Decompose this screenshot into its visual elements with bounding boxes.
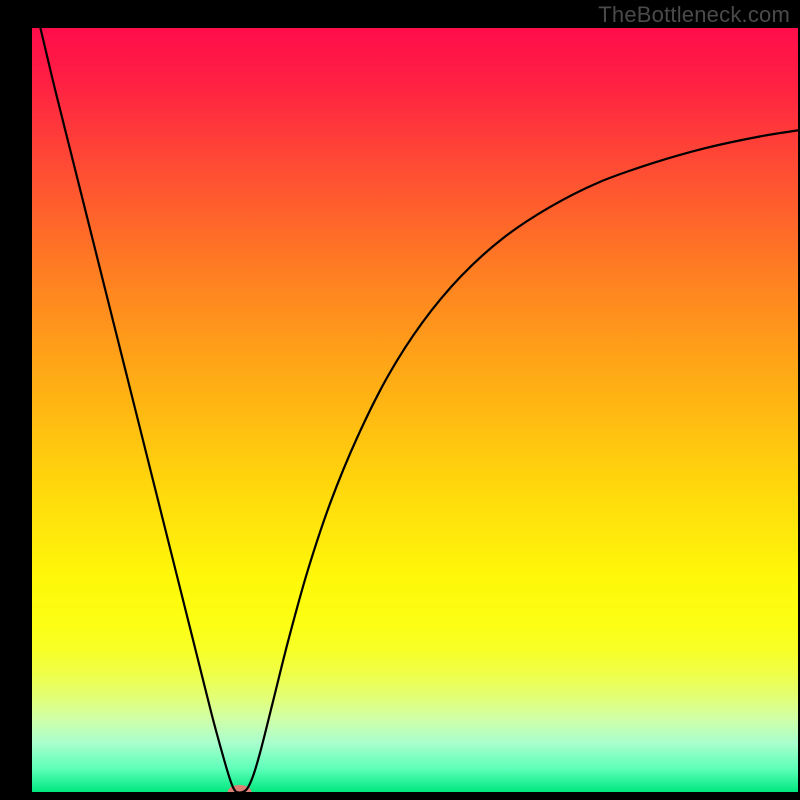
bottleneck-chart [32, 28, 798, 792]
watermark-text: TheBottleneck.com [598, 2, 790, 28]
plot-background [32, 28, 798, 792]
chart-frame: TheBottleneck.com [0, 0, 800, 800]
